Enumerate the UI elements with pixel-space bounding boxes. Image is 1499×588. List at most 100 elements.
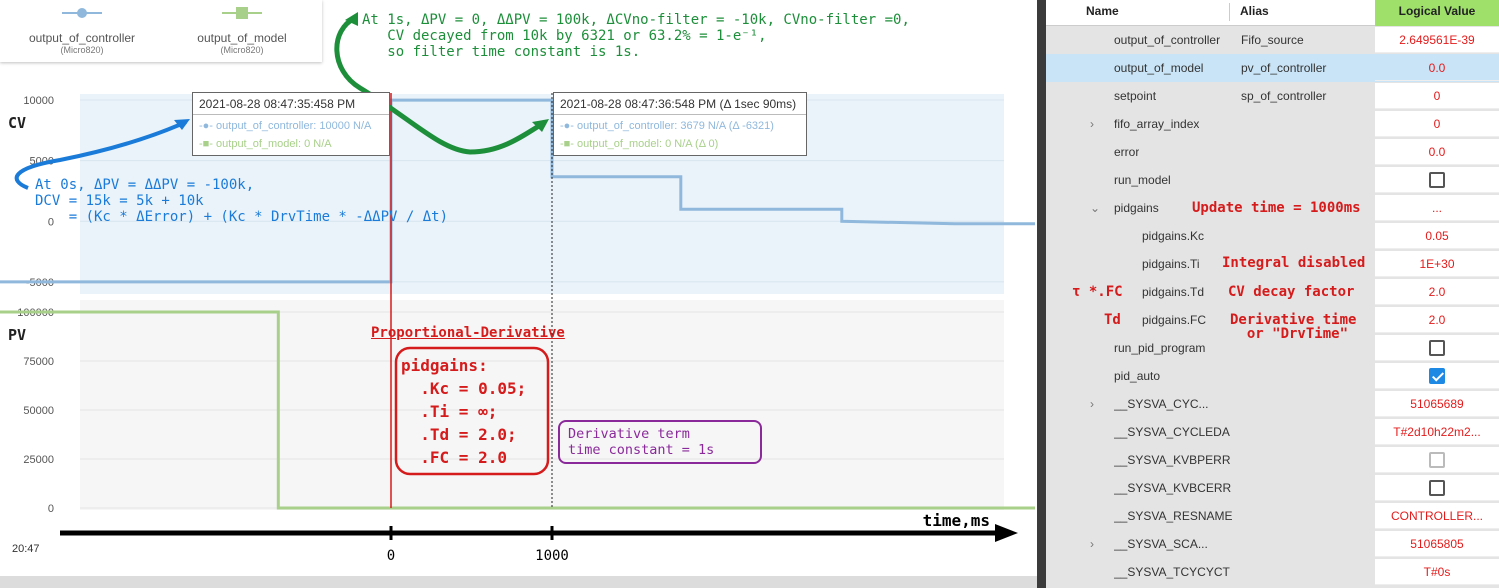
- table-row[interactable]: __SYSVA_KVBCERR: [1046, 474, 1499, 502]
- variable-name: __SYSVA_RESNAME: [1114, 509, 1233, 523]
- table-row[interactable]: › __SYSVA_CYC... 51065689: [1046, 390, 1499, 418]
- table-row[interactable]: error 0.0: [1046, 138, 1499, 166]
- variable-name: pidgains: [1114, 201, 1159, 215]
- value-checkbox[interactable]: [1375, 363, 1499, 389]
- chevron-right-icon[interactable]: ›: [1090, 397, 1094, 411]
- table-row[interactable]: pid_auto: [1046, 362, 1499, 390]
- value-checkbox[interactable]: [1375, 447, 1499, 473]
- value-field[interactable]: 2.0: [1375, 279, 1499, 305]
- variable-name: __SYSVA_KVBCERR: [1114, 481, 1232, 495]
- tooltip-row-model: -■- output_of_model: 0 N/A (Δ 0): [560, 138, 719, 150]
- cv-tick-label: 0: [48, 216, 54, 228]
- table-row[interactable]: setpoint sp_of_controller 0: [1046, 82, 1499, 110]
- table-row[interactable]: pidgains.Kc 0.05: [1046, 222, 1499, 250]
- annotation-cv-decay: CV decay factor: [1228, 284, 1355, 300]
- legend-item-model[interactable]: output_of_model (Micro820): [162, 6, 322, 55]
- tooltip-timestamp: 2021-08-28 08:47:35:458 PM: [193, 95, 389, 115]
- chevron-down-icon[interactable]: ⌄: [1090, 201, 1101, 215]
- pv-tick-label: 0: [48, 503, 54, 515]
- header-name[interactable]: Name: [1086, 4, 1119, 18]
- header-alias[interactable]: Alias: [1240, 4, 1269, 18]
- cursor-tooltip-1: 2021-08-28 08:47:35:458 PM -●- output_of…: [192, 92, 390, 156]
- value-field[interactable]: 0: [1375, 111, 1499, 137]
- tooltip-row-controller: -●- output_of_controller: 10000 N/A: [199, 120, 372, 132]
- legend-label: output_of_model: [197, 31, 287, 45]
- table-row[interactable]: output_of_model pv_of_controller 0.0: [1046, 54, 1499, 82]
- value-field[interactable]: 1E+30: [1375, 251, 1499, 277]
- variable-name: __SYSVA_CYCLEDA: [1114, 425, 1230, 439]
- checkbox-unchecked-icon[interactable]: [1429, 171, 1445, 188]
- green-arrowhead: [532, 119, 549, 132]
- table-row[interactable]: output_of_controller Fifo_source 2.649561E…: [1046, 26, 1499, 54]
- chevron-right-icon[interactable]: ›: [1090, 117, 1094, 131]
- annotation-td: Td: [1104, 312, 1121, 328]
- value-field[interactable]: T#2d10h22m2...: [1375, 419, 1499, 445]
- horizontal-scrollbar[interactable]: [0, 576, 1037, 588]
- value-field[interactable]: ...: [1375, 195, 1499, 221]
- variable-name: pid_auto: [1114, 369, 1161, 383]
- variable-alias: sp_of_controller: [1241, 89, 1327, 103]
- value-field[interactable]: 2.0: [1375, 307, 1499, 333]
- value-field[interactable]: 0.05: [1375, 223, 1499, 249]
- variable-name: pidgains.Ti: [1142, 257, 1200, 271]
- value-field[interactable]: T#0s: [1375, 559, 1499, 585]
- checkbox-checked-icon[interactable]: [1429, 367, 1445, 384]
- legend-item-controller[interactable]: output_of_controller (Micro820): [2, 6, 162, 55]
- table-row[interactable]: pidgains.Td 2.0: [1046, 278, 1499, 306]
- green-annotation-arrow: [334, 15, 547, 155]
- value-checkbox[interactable]: [1375, 475, 1499, 501]
- legend-sublabel: (Micro820): [220, 45, 264, 55]
- legend-marker-square-icon: [222, 7, 262, 19]
- tooltip-row-model: -■- output_of_model: 0 N/A: [199, 138, 332, 150]
- variable-name: setpoint: [1114, 89, 1157, 103]
- checkbox-unchecked-icon[interactable]: [1429, 479, 1445, 496]
- annotation-derivative-time: Derivative time or "DrvTime": [1230, 312, 1357, 342]
- annotation-green: At 1s, ΔPV = 0, ΔΔPV = 100k, ΔCVno-filte…: [362, 12, 910, 60]
- cv-tick-label: 10000: [23, 95, 54, 107]
- table-row[interactable]: __SYSVA_TCYCYCT T#0s: [1046, 558, 1499, 586]
- table-row[interactable]: __SYSVA_CYCLEDA T#2d10h22m2...: [1046, 418, 1499, 446]
- cursor-tooltip-2: 2021-08-28 08:47:36:548 PM (Δ 1sec 90ms)…: [553, 92, 807, 156]
- blue-annotation-arrow: [14, 120, 187, 190]
- checkbox-unchecked-icon[interactable]: [1429, 339, 1445, 356]
- annotation-derivative: Derivative term time constant = 1s: [568, 426, 715, 458]
- variable-name: __SYSVA_KVBPERR: [1114, 453, 1231, 467]
- table-row[interactable]: __SYSVA_RESNAME CONTROLLER...: [1046, 502, 1499, 530]
- value-field[interactable]: 0.0: [1375, 139, 1499, 165]
- time-axis-arrowhead: [995, 524, 1018, 542]
- variable-name: run_model: [1114, 173, 1171, 187]
- table-row[interactable]: pidgains.FC 2.0: [1046, 306, 1499, 334]
- value-field[interactable]: 51065689: [1375, 391, 1499, 417]
- table-row[interactable]: run_pid_program: [1046, 334, 1499, 362]
- table-row[interactable]: __SYSVA_KVBPERR: [1046, 446, 1499, 474]
- value-field[interactable]: 0.0: [1375, 55, 1499, 81]
- pv-series-line: [0, 310, 1035, 510]
- tooltip-row-controller: -●- output_of_controller: 3679 N/A (Δ -6…: [560, 120, 774, 132]
- chevron-right-icon[interactable]: ›: [1090, 537, 1094, 551]
- annotation-update-time: Update time = 1000ms: [1192, 200, 1361, 216]
- pv-plot-area: [80, 300, 1004, 510]
- value-field[interactable]: 0: [1375, 83, 1499, 109]
- value-checkbox[interactable]: [1375, 167, 1499, 193]
- variable-name: pidgains.Td: [1142, 285, 1205, 299]
- time-tick-label-0: 0: [387, 548, 395, 564]
- derivative-box: [558, 420, 762, 464]
- table-row[interactable]: pidgains.Ti 1E+30: [1046, 250, 1499, 278]
- table-row[interactable]: ⌄ pidgains...: [1046, 194, 1499, 222]
- blue-arrowhead: [174, 119, 190, 130]
- value-field[interactable]: 51065805: [1375, 531, 1499, 557]
- header-logical-value[interactable]: Logical Value: [1375, 0, 1499, 26]
- pv-tick-label: 50000: [23, 405, 54, 417]
- annotation-blue: At 0s, ΔPV = ΔΔPV = -100k, DCV = 15k = 5…: [35, 177, 449, 225]
- table-row[interactable]: › __SYSVA_SCA... 51065805: [1046, 530, 1499, 558]
- legend-marker-circle-icon: [62, 8, 102, 18]
- value-field[interactable]: 2.649561E-39: [1375, 27, 1499, 53]
- checkbox-unchecked-icon[interactable]: [1429, 451, 1445, 468]
- table-row[interactable]: › fifo_array_index 0: [1046, 110, 1499, 138]
- panel-divider[interactable]: [1037, 0, 1046, 588]
- value-checkbox[interactable]: [1375, 335, 1499, 361]
- table-row[interactable]: run_model: [1046, 166, 1499, 194]
- legend-sublabel: (Micro820): [60, 45, 104, 55]
- legend: output_of_controller (Micro820) output_o…: [0, 0, 322, 62]
- value-field[interactable]: CONTROLLER...: [1375, 503, 1499, 529]
